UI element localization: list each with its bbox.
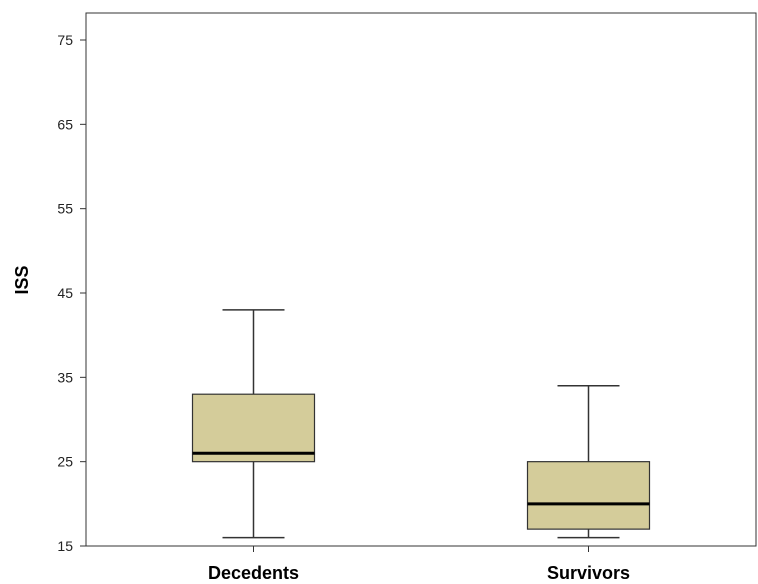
- plot-frame: [85, 12, 757, 547]
- y-tick-label: 25: [57, 454, 73, 470]
- iqr-box: [526, 461, 651, 530]
- x-tick-label: Decedents: [208, 563, 299, 583]
- y-axis-title: ISS: [12, 265, 32, 294]
- x-tick-label: Survivors: [547, 563, 630, 583]
- y-tick-label: 15: [57, 538, 73, 554]
- boxes: [191, 309, 651, 539]
- y-axis: 15 25 35 45 55 65 75: [57, 32, 86, 554]
- iqr-box: [191, 393, 316, 463]
- y-tick-label: 35: [57, 369, 73, 385]
- y-tick-label: 45: [57, 285, 73, 301]
- box-decedents: [191, 309, 316, 539]
- y-tick-label: 55: [57, 201, 73, 217]
- x-axis: Decedents Survivors: [208, 546, 630, 583]
- y-tick-label: 75: [57, 32, 73, 48]
- box-survivors: [526, 385, 651, 539]
- y-tick-label: 65: [57, 116, 73, 132]
